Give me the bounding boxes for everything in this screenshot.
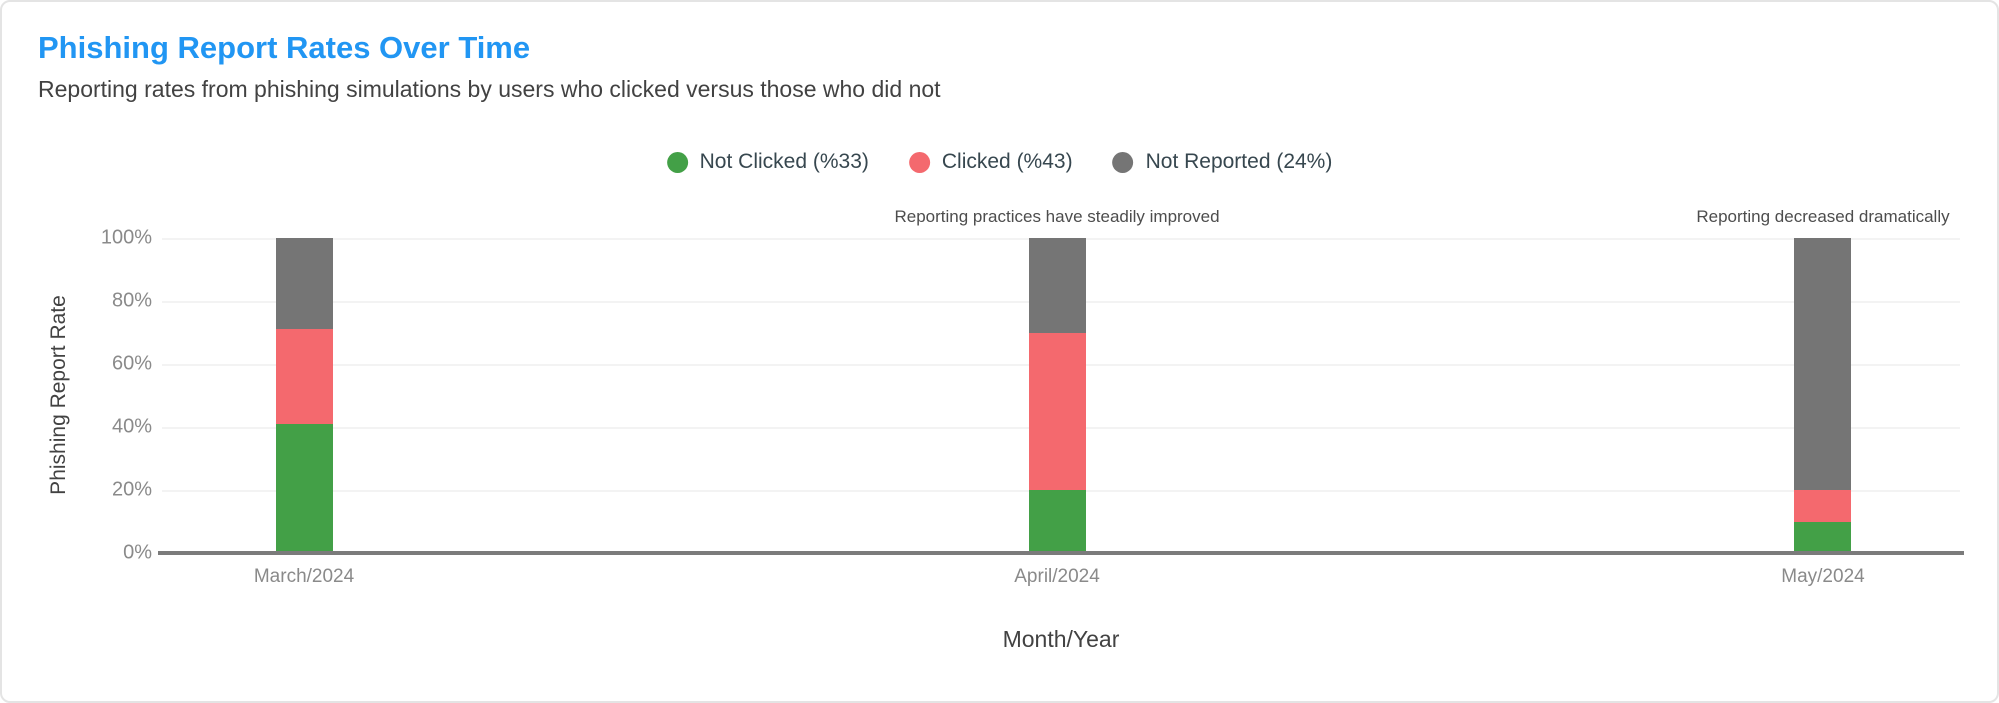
legend-swatch-icon: [666, 151, 688, 173]
bar-segment-clicked-43-[interactable]: [1794, 490, 1852, 522]
chart-legend: Not Clicked (%33) Clicked (%43) Not Report…: [666, 150, 1333, 174]
y-axis-tick-label: 40%: [111, 415, 152, 438]
bar-segment-not-clicked-33-[interactable]: [275, 423, 333, 553]
x-axis-tick-label: March/2024: [253, 566, 355, 587]
legend-label: Not Clicked (%33): [699, 150, 869, 173]
y-axis-tick-label: 60%: [111, 352, 152, 375]
legend-item-2[interactable]: Not Reported (24%): [1112, 150, 1333, 174]
bar-segment-not-reported-24-[interactable]: [275, 238, 333, 330]
legend-swatch-icon: [908, 151, 930, 173]
plot-area: 0% 20% 40% 60% 80% 100% March/2024 April/2024 Ma…: [101, 207, 1964, 587]
legend-item-1[interactable]: Clicked (%43): [908, 150, 1073, 174]
x-axis-tick-label: April/2024: [1014, 566, 1100, 587]
legend-label: Not Reported (24%): [1145, 150, 1333, 173]
y-axis-tick-label: 20%: [111, 478, 152, 501]
legend-swatch-icon: [1112, 151, 1134, 173]
bar-march-2024: [275, 238, 333, 553]
x-axis-title: Month/Year: [1002, 626, 1120, 652]
y-axis-title: Phishing Report Rate: [47, 295, 70, 495]
x-axis-tick-label: May/2024: [1781, 566, 1865, 587]
legend-item-0[interactable]: Not Clicked (%33): [666, 150, 869, 174]
bar-segment-not-reported-24-[interactable]: [1794, 238, 1852, 490]
bar-april-2024: [1028, 238, 1086, 553]
bar-segment-not-clicked-33-[interactable]: [1794, 521, 1852, 553]
y-axis-tick-label: 100%: [100, 226, 152, 249]
bar-may-2024: [1794, 238, 1852, 553]
chart-annotation-1: Reporting decreased dramatically: [1696, 207, 1950, 226]
page-subtitle: Reporting rates from phishing simulation…: [38, 76, 941, 102]
x-axis-line: [158, 551, 1964, 555]
y-axis-tick-label: 80%: [111, 289, 152, 312]
legend-label: Clicked (%43): [941, 150, 1073, 173]
bar-segment-not-clicked-33-[interactable]: [1028, 490, 1086, 553]
page-title: Phishing Report Rates Over Time: [38, 30, 531, 65]
bar-segment-clicked-43-[interactable]: [1028, 332, 1086, 490]
y-axis-tick-label: 0%: [123, 541, 152, 564]
bar-segment-not-reported-24-[interactable]: [1028, 238, 1086, 333]
chart-annotation-0: Reporting practices have steadily improv…: [894, 207, 1220, 226]
bar-segment-clicked-43-[interactable]: [275, 329, 333, 424]
